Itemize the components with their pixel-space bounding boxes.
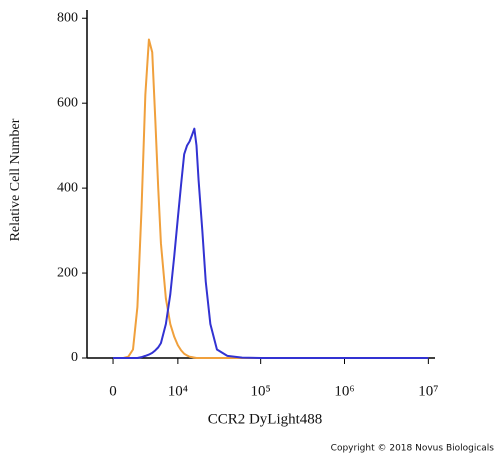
histogram-line <box>113 38 429 359</box>
y-tick-label: 0 <box>71 350 78 365</box>
y-tick-label: 600 <box>57 95 78 110</box>
histogram-line <box>113 127 429 359</box>
copyright: Copyright © 2018 Novus Biologicals <box>331 444 495 454</box>
x-tick-label: 10⁷ <box>418 383 438 399</box>
x-tick-label: 10⁶ <box>334 383 354 399</box>
y-tick-label: 800 <box>57 10 78 25</box>
x-axis-label: CCR2 DyLight488 <box>208 411 323 427</box>
x-tick-label: 10⁵ <box>251 383 271 399</box>
x-tick-label: 0 <box>109 383 117 399</box>
y-tick-label: 400 <box>57 180 78 195</box>
y-axis-label: Relative Cell Number <box>8 118 23 241</box>
x-tick-label: 10⁴ <box>168 383 188 399</box>
y-tick-label: 200 <box>57 265 78 280</box>
